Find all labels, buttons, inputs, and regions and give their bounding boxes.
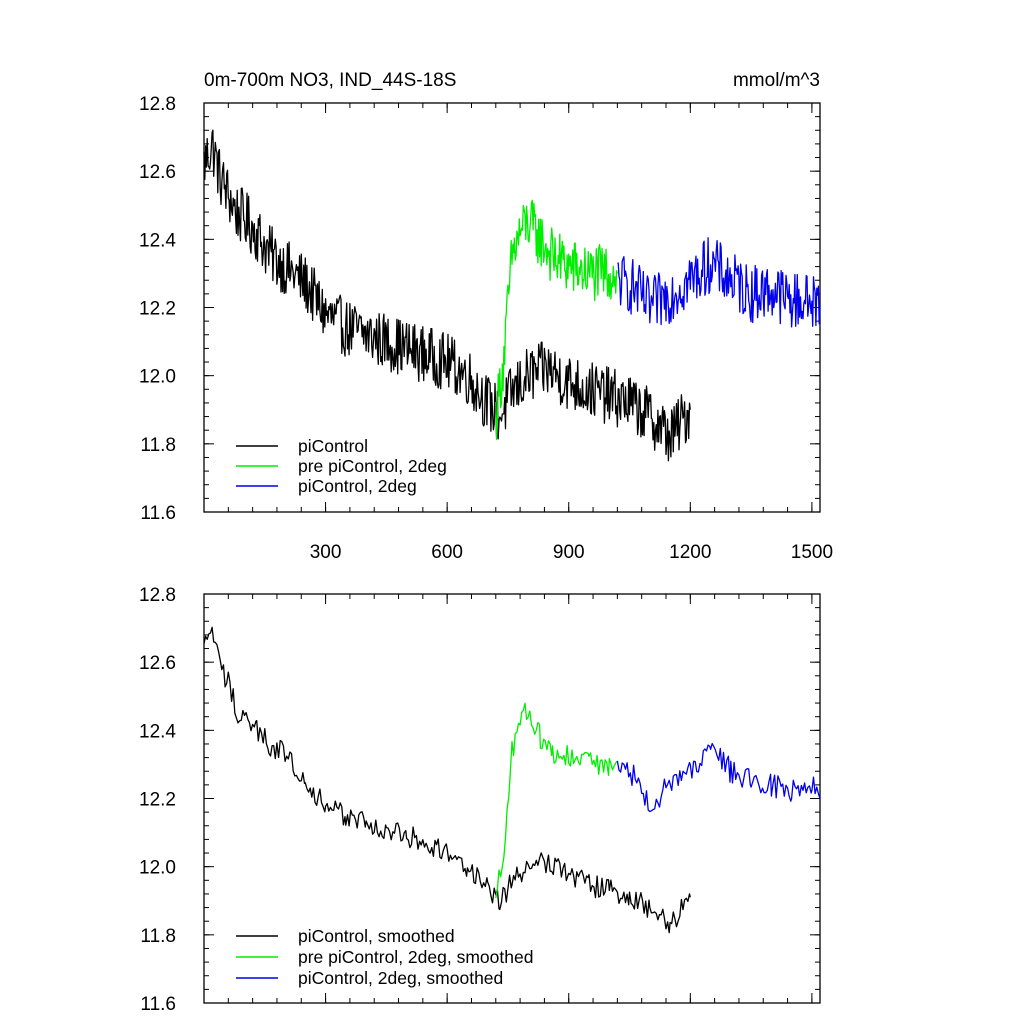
y-tick-label: 12.8: [139, 94, 176, 115]
series-line-2: [617, 237, 821, 328]
plot-frame: [203, 593, 821, 1004]
y-tick-label: 11.6: [140, 503, 176, 524]
legend-label: piControl, 2deg, smoothed: [298, 968, 503, 988]
legend-label: piControl, 2deg: [298, 476, 417, 496]
y-tick-label: 12.0: [139, 367, 176, 388]
x-tick-label: 1200: [669, 542, 711, 563]
x-tick-label: 300: [310, 542, 342, 563]
units-label: mmol/m^3: [733, 70, 820, 91]
y-tick-label: 12.4: [139, 230, 176, 251]
panel-bottom: 11.6 11.8 12.0 12.2 12.4 12.6 12.8 piControl, s…: [139, 585, 821, 1015]
series-line-1: [495, 199, 619, 441]
chart-title: 0m-700m NO3, IND_44S-18S: [204, 70, 456, 91]
legend-label: pre piControl, 2deg, smoothed: [298, 947, 533, 967]
series-line-0: [203, 129, 691, 462]
x-tick-label: 900: [553, 542, 585, 563]
y-tick-label: 12.2: [139, 790, 176, 811]
y-tick-label: 12.2: [139, 299, 176, 320]
series-line-2: [616, 742, 821, 813]
y-tick-label: 12.4: [139, 721, 176, 742]
y-tick-label: 12.8: [139, 585, 176, 606]
x-tick-label: 1500: [791, 542, 833, 563]
y-tick-label: 11.8: [140, 435, 176, 456]
legend-label: piControl: [298, 436, 368, 456]
y-tick-label: 12.6: [139, 162, 176, 183]
x-tick-label: 600: [431, 542, 463, 563]
legend-label: pre piControl, 2deg: [298, 456, 447, 476]
plot-frame: [203, 102, 821, 513]
series-line-1: [495, 702, 618, 899]
panel-top: 11.6 11.8 12.0 12.2 12.4 12.6 12.8 300 600 900 120…: [139, 94, 833, 563]
y-tick-label: 12.0: [139, 858, 176, 879]
legend-label: piControl, smoothed: [298, 926, 455, 946]
y-tick-label: 11.8: [140, 926, 176, 947]
y-tick-label: 12.6: [139, 653, 176, 674]
y-tick-label: 11.6: [140, 994, 176, 1015]
series-line-0: [203, 626, 691, 934]
